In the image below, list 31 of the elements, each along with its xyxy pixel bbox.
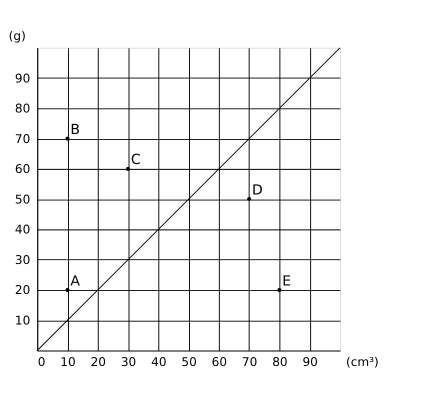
annotation: A [70, 273, 80, 290]
annotation: D [252, 182, 263, 198]
y-tick-label: 20 [14, 283, 30, 298]
x-tick-label: 40 [151, 354, 166, 369]
x-axis-title: (cm³) [346, 354, 379, 369]
y-tick-label: 30 [14, 252, 30, 267]
point [247, 197, 252, 202]
point [66, 136, 70, 141]
x-tick-label: 0 [38, 354, 46, 369]
x-tick-label: 90 [302, 354, 318, 369]
x-tick-label: 80 [272, 354, 288, 369]
x-tick-label: 10 [60, 354, 76, 369]
y-tick-label: 40 [14, 222, 30, 237]
x-tick-label: 20 [90, 354, 106, 369]
annotation: C [130, 152, 141, 168]
y-tick-label: 60 [14, 162, 30, 176]
annotation: E [282, 273, 292, 290]
y-tick-label: 70 [14, 132, 30, 146]
y-tick-label: 90 [14, 71, 30, 86]
point [126, 166, 130, 171]
y-tick-label: 50 [14, 192, 30, 206]
x-tick-label: 70 [242, 354, 258, 369]
point [277, 288, 282, 292]
y-axis-title: (g) [8, 28, 26, 43]
y-tick-label: 80 [14, 102, 30, 116]
annotation: B [70, 122, 80, 138]
point [66, 288, 70, 292]
x-tick-label: 50 [181, 354, 197, 369]
y-tick-label: 10 [14, 313, 30, 328]
x-tick-label: 60 [212, 354, 228, 369]
x-tick-label: 30 [120, 354, 136, 369]
